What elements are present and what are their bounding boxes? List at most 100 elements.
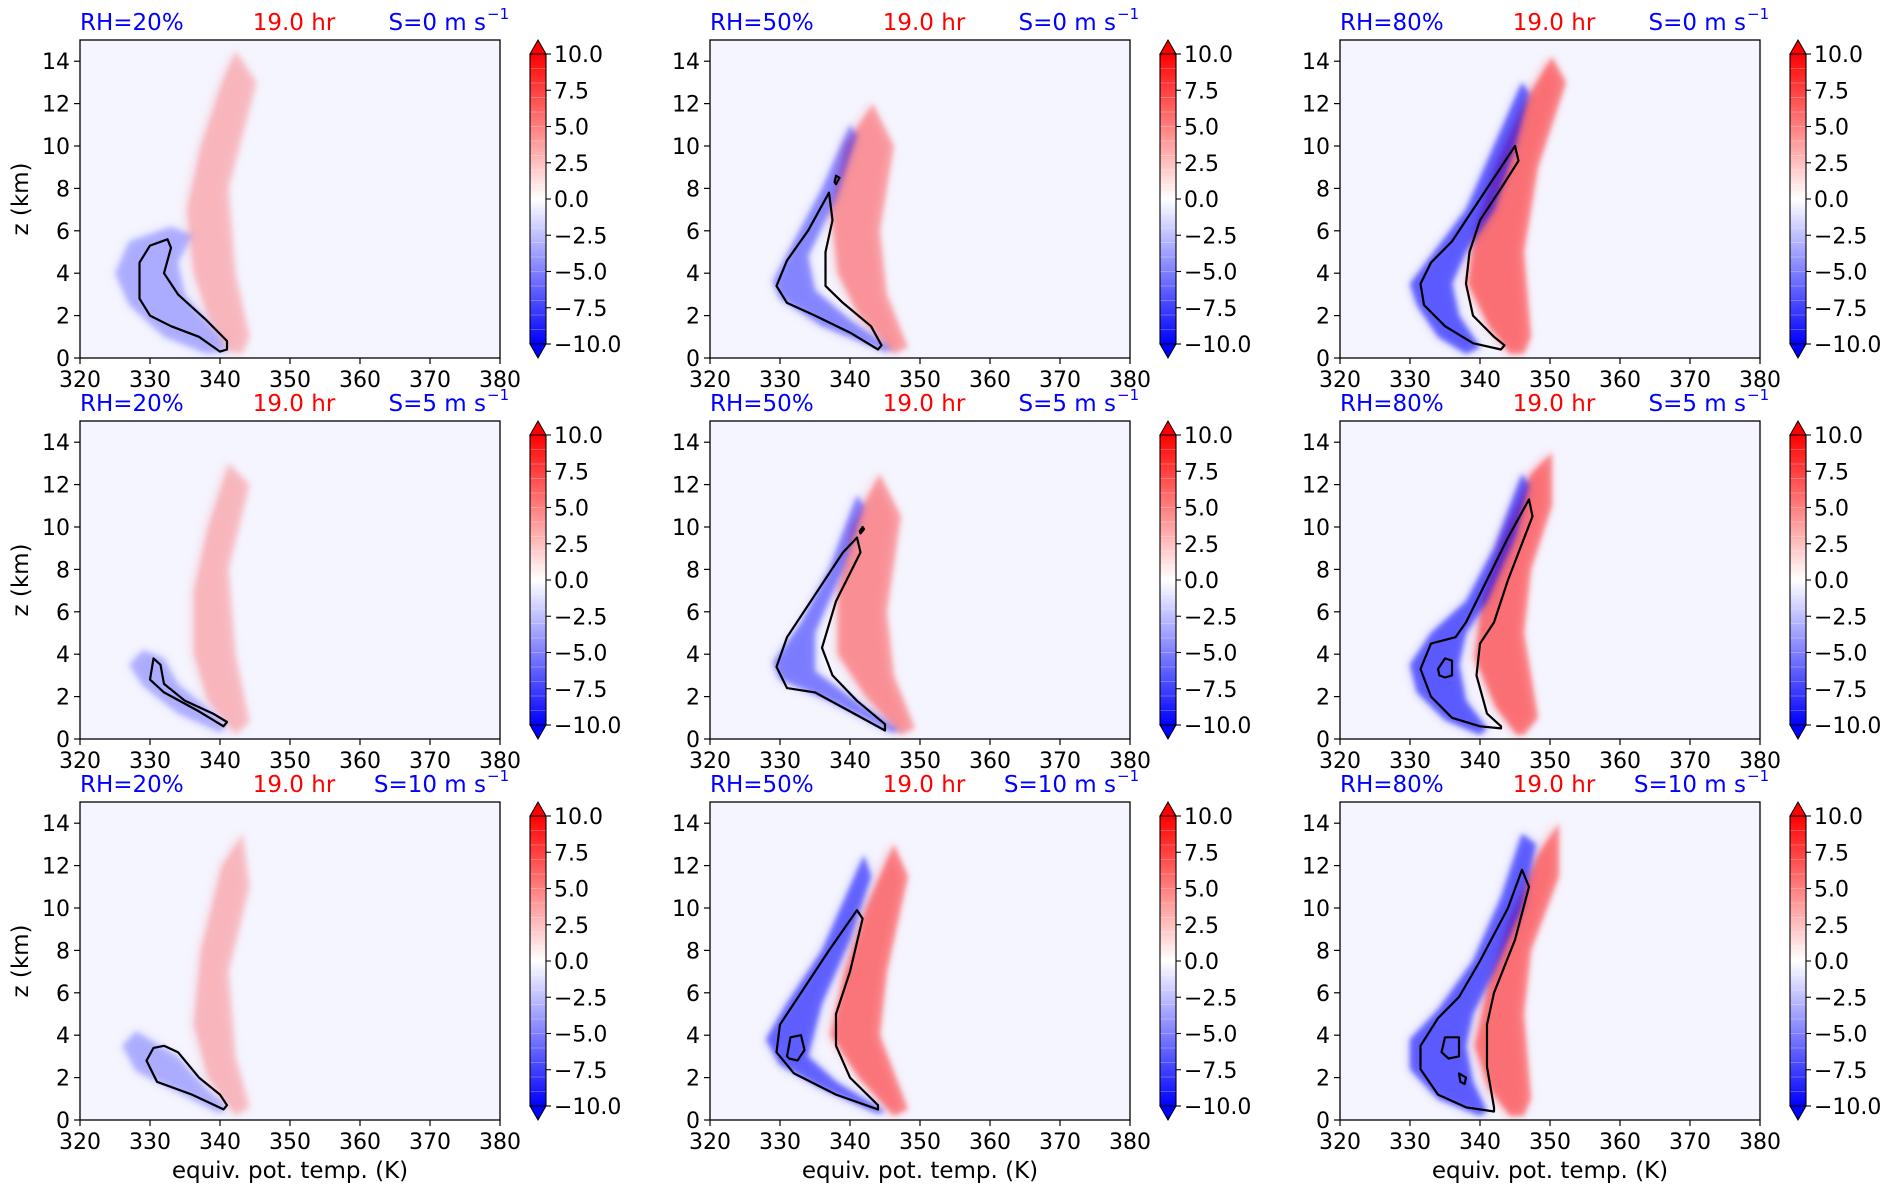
colorbar-max-extend: [1789, 800, 1807, 817]
x-tick-label: 360: [339, 368, 381, 393]
colorbar-tick-label: −5.0: [1184, 642, 1237, 667]
x-tick-label: 330: [1389, 368, 1431, 393]
y-tick-label: 14: [1302, 50, 1330, 75]
panel: 320 330 340 350 360 370 380 0 2 4 6 8 10 12 14 RH=50% 19…: [672, 386, 1251, 774]
colorbar-tick-label: 2.5: [1814, 152, 1849, 177]
x-tick-label: 350: [899, 368, 941, 393]
x-tick-label: 380: [479, 1130, 521, 1155]
x-tick-label: 330: [1389, 1130, 1431, 1155]
time-title: 19.0 hr: [1513, 10, 1596, 36]
colorbar-min-extend: [1159, 343, 1177, 360]
colorbar-tick-label: 0.0: [1184, 950, 1219, 975]
shear-exponent: −1: [1747, 386, 1769, 404]
y-tick-label: 6: [686, 982, 700, 1007]
colorbar-tick-label: 10.0: [1814, 805, 1863, 830]
y-tick-label: 4: [686, 262, 700, 287]
negative-core: [1410, 82, 1529, 354]
colorbar-tick-label: 5.0: [1814, 497, 1849, 522]
x-tick-label: 320: [59, 749, 101, 774]
y-tick-label: 12: [42, 93, 70, 118]
colorbar-tick-label: 10.0: [554, 43, 603, 68]
y-tick-label: 4: [686, 643, 700, 668]
y-tick-label: 10: [1302, 516, 1330, 541]
x-tick-label: 330: [1389, 749, 1431, 774]
negative-core: [766, 855, 885, 1114]
colorbar-tick-label: 0.0: [554, 569, 589, 594]
colorbar-tick-label: 7.5: [1814, 79, 1849, 104]
colorbar-tick-label: −2.5: [1814, 224, 1867, 249]
colorbar-tick-label: 7.5: [1814, 460, 1849, 485]
colorbar-tick-label: −7.5: [1814, 678, 1867, 703]
y-tick-label: 8: [56, 939, 70, 964]
positive-core: [1475, 452, 1552, 735]
y-tick-label: 2: [686, 686, 700, 711]
y-tick-label: 2: [686, 1067, 700, 1092]
x-tick-label: 340: [199, 1130, 241, 1155]
colorbar-max-extend: [1159, 38, 1177, 55]
x-tick-label: 350: [269, 368, 311, 393]
colorbar-tick-label: 0.0: [554, 188, 589, 213]
x-tick-label: 370: [1669, 1130, 1711, 1155]
x-tick-label: 350: [899, 749, 941, 774]
colorbar-gradient: [530, 54, 546, 344]
colorbar-tick-label: −2.5: [1184, 605, 1237, 630]
y-tick-label: 2: [56, 686, 70, 711]
colorbar-tick-label: −2.5: [1814, 605, 1867, 630]
y-tick-label: 4: [56, 643, 70, 668]
colorbar-tick-label: 5.0: [1184, 878, 1219, 903]
colorbar-tick-label: −7.5: [554, 678, 607, 703]
colorbar-tick-label: 2.5: [1184, 533, 1219, 558]
colorbar-tick-label: −10.0: [1184, 714, 1251, 739]
y-tick-label: 4: [1316, 262, 1330, 287]
colorbar-tick-label: 5.0: [1814, 116, 1849, 141]
y-tick-label: 12: [42, 474, 70, 499]
y-tick-label: 0: [56, 728, 70, 753]
shear-title: S=0 m s: [1648, 10, 1746, 36]
colorbar-tick-label: −5.0: [1814, 261, 1867, 286]
colorbar-tick-label: 10.0: [1814, 424, 1863, 449]
shear-title: S=5 m s: [1648, 391, 1746, 417]
x-tick-label: 380: [479, 749, 521, 774]
colorbar-tick-label: −5.0: [554, 642, 607, 667]
colorbar-min-extend: [1159, 1105, 1177, 1122]
x-tick-label: 320: [1319, 749, 1361, 774]
contour-line: [145, 1044, 229, 1111]
colorbar-max-extend: [1789, 38, 1807, 55]
y-tick-label: 0: [1316, 728, 1330, 753]
x-tick-label: 380: [1109, 749, 1151, 774]
colorbar-tick-label: −10.0: [1814, 333, 1881, 358]
x-tick-label: 330: [759, 1130, 801, 1155]
contour-line: [833, 174, 841, 186]
rh-title: RH=50%: [710, 10, 814, 36]
colorbar-tick-label: 10.0: [1184, 805, 1233, 830]
y-tick-label: 10: [672, 516, 700, 541]
field-layer: [773, 474, 915, 735]
colorbar-tick-label: 2.5: [1184, 152, 1219, 177]
colorbar-tick-label: 0.0: [1184, 569, 1219, 594]
x-tick-label: 370: [409, 749, 451, 774]
colorbar-tick-label: 7.5: [1814, 841, 1849, 866]
y-tick-label: 14: [672, 50, 700, 75]
contour-line: [785, 1034, 806, 1062]
y-tick-label: 12: [42, 855, 70, 880]
x-tick-label: 330: [129, 368, 171, 393]
x-tick-label: 370: [409, 1130, 451, 1155]
positive-core: [831, 844, 908, 1116]
contour-line: [1419, 144, 1520, 351]
colorbar-tick-label: −10.0: [554, 333, 621, 358]
rh-title: RH=80%: [1340, 391, 1444, 417]
plot-area: [710, 802, 1130, 1120]
x-tick-label: 320: [1319, 368, 1361, 393]
colorbar-tick-label: 7.5: [1184, 841, 1219, 866]
y-tick-label: 2: [56, 1067, 70, 1092]
colorbar-tick-label: 2.5: [1814, 533, 1849, 558]
x-tick-label: 380: [1739, 1130, 1781, 1155]
x-tick-label: 360: [339, 1130, 381, 1155]
field-layer: [773, 103, 908, 354]
shear-title: S=5 m s: [388, 391, 486, 417]
panel: 320 330 340 350 360 370 380 0 2 4 6 8 10 12 14 z (km) eq…: [8, 767, 621, 1184]
rh-title: RH=20%: [80, 772, 184, 798]
x-tick-label: 360: [969, 1130, 1011, 1155]
colorbar-tick-label: −7.5: [1184, 678, 1237, 703]
colorbar-tick-label: 0.0: [1814, 188, 1849, 213]
